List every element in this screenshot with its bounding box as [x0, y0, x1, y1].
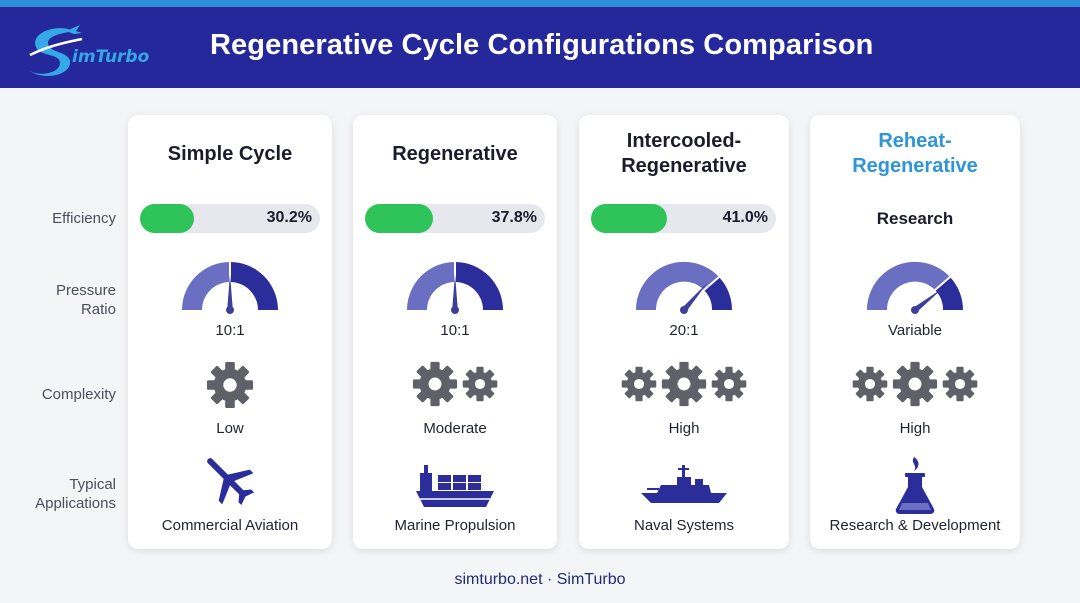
gear-icon — [661, 361, 707, 407]
efficiency-value: 41.0% — [722, 209, 768, 226]
complexity-gears — [353, 361, 557, 413]
efficiency-value: 37.8% — [491, 209, 537, 226]
card-title-line: Regenerative — [852, 155, 978, 177]
header-bar: imTurbo Regenerative Cycle Configuration… — [0, 7, 1080, 88]
card-title: Reheat- Regenerative — [810, 129, 1020, 179]
row-label-line: Pressure — [55, 282, 116, 299]
efficiency-value: 30.2% — [266, 209, 312, 226]
complexity-value: Moderate — [423, 420, 487, 437]
card-title: Regenerative — [353, 142, 557, 167]
gear-icon — [206, 361, 254, 409]
application-label: Research & Development — [829, 517, 1001, 534]
row-label-applications: Typical Applications — [35, 475, 116, 513]
top-accent-strip — [0, 0, 1080, 7]
gear-icon — [462, 366, 498, 402]
efficiency-bar-fill — [591, 204, 667, 233]
row-label-text: Complexity — [41, 386, 116, 403]
card-intercooled-regenerative: Intercooled- Regenerative 41.0% 20:1 Hig… — [579, 115, 789, 549]
card-regenerative: Regenerative 37.8% 10:1 Moderate Marine … — [353, 115, 557, 549]
efficiency-research-label: Research — [876, 209, 954, 228]
pressure-gauge-icon — [182, 262, 278, 314]
card-title-line: Regenerative — [392, 143, 518, 165]
gear-icon — [852, 366, 888, 402]
card-title-line: Regenerative — [621, 155, 747, 177]
logo-text: imTurbo — [72, 47, 150, 67]
cargo-ship-icon — [416, 465, 494, 507]
card-title-line: Intercooled- — [626, 130, 742, 152]
pressure-ratio-value: Variable — [888, 322, 942, 339]
flask-icon — [895, 457, 935, 514]
pressure-ratio-value: 10:1 — [215, 322, 245, 339]
efficiency-bar: 37.8% — [365, 204, 545, 233]
application-label: Commercial Aviation — [161, 517, 299, 534]
gear-icon — [711, 366, 747, 402]
gear-icon — [412, 361, 458, 407]
card-title: Simple Cycle — [128, 142, 332, 167]
pressure-gauge-icon — [866, 261, 964, 314]
card-title-line: Simple Cycle — [167, 143, 293, 165]
efficiency-bar: 41.0% — [591, 204, 776, 233]
card-title-line: Reheat- — [878, 130, 952, 152]
efficiency-bar-fill — [140, 204, 194, 233]
page-title: Regenerative Cycle Configurations Compar… — [210, 29, 874, 61]
efficiency-bar: 30.2% — [140, 204, 320, 233]
row-label-complexity: Complexity — [42, 385, 116, 404]
pressure-gauge-icon — [407, 262, 503, 314]
application-label: Marine Propulsion — [394, 517, 516, 534]
complexity-gears — [810, 361, 1020, 413]
pressure-ratio-value: 10:1 — [440, 322, 470, 339]
gear-icon — [892, 361, 938, 407]
card-title: Intercooled- Regenerative — [579, 129, 789, 179]
application-label: Naval Systems — [633, 517, 735, 534]
row-label-efficiency: Efficiency — [52, 209, 116, 228]
row-label-line: Typical — [69, 476, 116, 493]
simturbo-logo — [29, 25, 83, 76]
warship-icon — [641, 465, 727, 503]
complexity-value: High — [668, 420, 700, 437]
row-label-pressure-ratio: Pressure Ratio — [56, 281, 116, 319]
complexity-value: Low — [216, 420, 244, 437]
pressure-gauge-icon — [635, 261, 733, 314]
airplane-icon — [207, 458, 255, 506]
card-reheat-regenerative: Reheat- Regenerative Research Variable H… — [810, 115, 1020, 549]
complexity-gears — [128, 361, 332, 413]
efficiency-bar-fill — [365, 204, 433, 233]
pressure-ratio-value: 20:1 — [669, 322, 699, 339]
row-label-text: Efficiency — [52, 210, 116, 227]
footer-credit: simturbo.net · SimTurbo — [454, 571, 626, 588]
complexity-value: High — [899, 420, 931, 437]
row-label-line: Applications — [35, 495, 116, 512]
card-simple-cycle: Simple Cycle 30.2% 10:1 Low Commercial A… — [128, 115, 332, 549]
gear-icon — [942, 366, 978, 402]
row-label-line: Ratio — [80, 301, 116, 318]
gear-icon — [621, 366, 657, 402]
complexity-gears — [579, 361, 789, 413]
